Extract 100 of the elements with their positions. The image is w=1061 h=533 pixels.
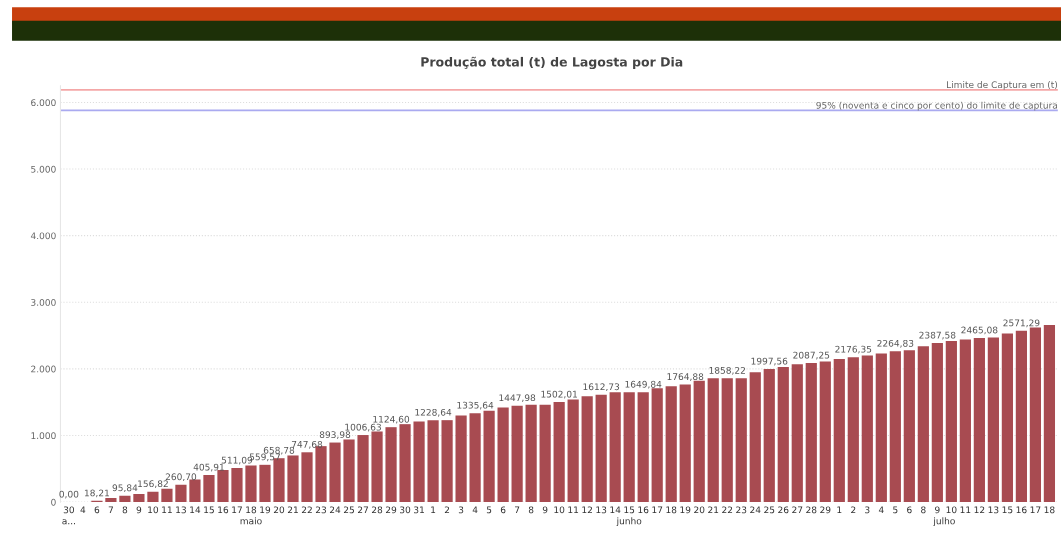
bar (399, 424, 411, 503)
x-tick-label: 22 (301, 506, 312, 514)
bar (301, 452, 313, 503)
x-tick-label: 5 (893, 506, 898, 514)
bar (805, 363, 817, 503)
x-tick-label: 10 (946, 506, 957, 514)
bar (665, 386, 677, 503)
bar (1001, 333, 1013, 503)
bar (413, 421, 425, 503)
chart-title: Produção total (t) de Lagosta por Dia (421, 56, 683, 70)
ref-line-label: Limite de Captura em (t) (947, 81, 1058, 90)
x-tick-label: 9 (542, 506, 548, 514)
bar (959, 339, 971, 503)
x-tick-label: 1 (431, 506, 436, 514)
bar (441, 420, 453, 503)
bar (791, 364, 803, 503)
bar (1029, 327, 1042, 503)
bar (595, 394, 607, 503)
text: junho (616, 517, 642, 527)
x-tick-label: 6 (500, 506, 506, 514)
x-tick-label: 21 (287, 506, 298, 514)
x-tick-label: 28 (371, 506, 383, 514)
x-tick-label: 23 (736, 506, 747, 514)
bar (917, 346, 929, 503)
bar (119, 495, 131, 503)
x-tick-label: 8 (528, 506, 534, 514)
x-tick-label: 11 (568, 506, 579, 514)
x-tick-label: 10 (554, 506, 565, 514)
bar (707, 378, 719, 503)
bar (343, 439, 355, 503)
x-tick-label: 11 (960, 506, 971, 514)
x-tick-label: 15 (1002, 506, 1013, 514)
x-tick-label: 4 (878, 506, 884, 514)
x-tick-label: 16 (1016, 506, 1027, 514)
bar (329, 442, 341, 503)
text: julho (933, 517, 955, 527)
bar (903, 350, 915, 503)
data-label: 1764,88 (667, 373, 704, 381)
bar (217, 470, 229, 503)
bar (469, 413, 481, 503)
bar (203, 475, 215, 503)
bar (777, 366, 789, 503)
data-label: 1649,84 (625, 380, 662, 389)
bar (105, 498, 117, 503)
bar (651, 388, 663, 503)
data-label: 2087,25 (793, 351, 830, 360)
data-label: 2264,83 (877, 339, 914, 348)
x-tick-label: 20 (694, 506, 705, 514)
x-tick-label: 29 (385, 506, 397, 514)
y-tick-label: 1.000 (31, 432, 56, 440)
x-tick-label: 6 (94, 506, 100, 514)
x-tick-label: 30 (400, 506, 411, 514)
x-tick-label: 3 (458, 506, 464, 514)
x-tick-label: 23 (315, 506, 327, 514)
x-tick-label: 4 (472, 506, 478, 514)
x-tick-label: 18 (666, 506, 677, 514)
bar (637, 392, 649, 503)
x-tick-label: 22 (722, 506, 733, 514)
x-tick-label: 15 (204, 506, 214, 514)
y-tick-label: 0 (51, 498, 56, 506)
data-label: 1006,63 (345, 423, 381, 432)
x-tick-label: 6 (907, 506, 912, 514)
bar (875, 353, 887, 503)
bar (147, 491, 159, 503)
x-tick-label: 24 (750, 506, 761, 514)
data-label: 1447,98 (499, 394, 536, 403)
bar (175, 484, 187, 503)
x-tick-label: 19 (680, 506, 691, 514)
bar (931, 343, 943, 503)
x-tick-label: 17 (652, 506, 663, 514)
bar (1015, 330, 1027, 503)
bar (567, 399, 579, 503)
text: maio (240, 517, 262, 525)
x-tick-label: 11 (162, 506, 172, 514)
bar (735, 378, 747, 503)
bar (1043, 324, 1056, 503)
bar (357, 435, 369, 503)
data-label: 747,68 (291, 440, 323, 449)
bar (679, 384, 691, 503)
bar (133, 494, 145, 503)
x-tick-label: 30 (63, 506, 75, 514)
x-tick-label: 25 (764, 506, 775, 514)
bar (833, 358, 845, 503)
x-tick-label: 4 (80, 506, 86, 514)
x-tick-label: 12 (974, 506, 985, 514)
x-tick-label: 7 (514, 506, 520, 514)
x-tick-label: 8 (921, 506, 926, 514)
x-tick-label: 8 (122, 506, 128, 514)
bar (749, 372, 761, 503)
x-tick-label: 2 (444, 506, 450, 514)
x-tick-label: 16 (638, 506, 649, 514)
x-tick-label: 5 (486, 506, 492, 514)
bar (889, 351, 901, 503)
data-label: 1124,60 (373, 415, 410, 424)
x-tick-label: 26 (778, 506, 789, 514)
bar (721, 378, 733, 503)
data-label: 1612,73 (583, 383, 620, 392)
data-label: 1997,56 (751, 357, 788, 366)
y-tick-label: 6.000 (31, 99, 56, 107)
data-label: 1228,64 (415, 408, 452, 417)
